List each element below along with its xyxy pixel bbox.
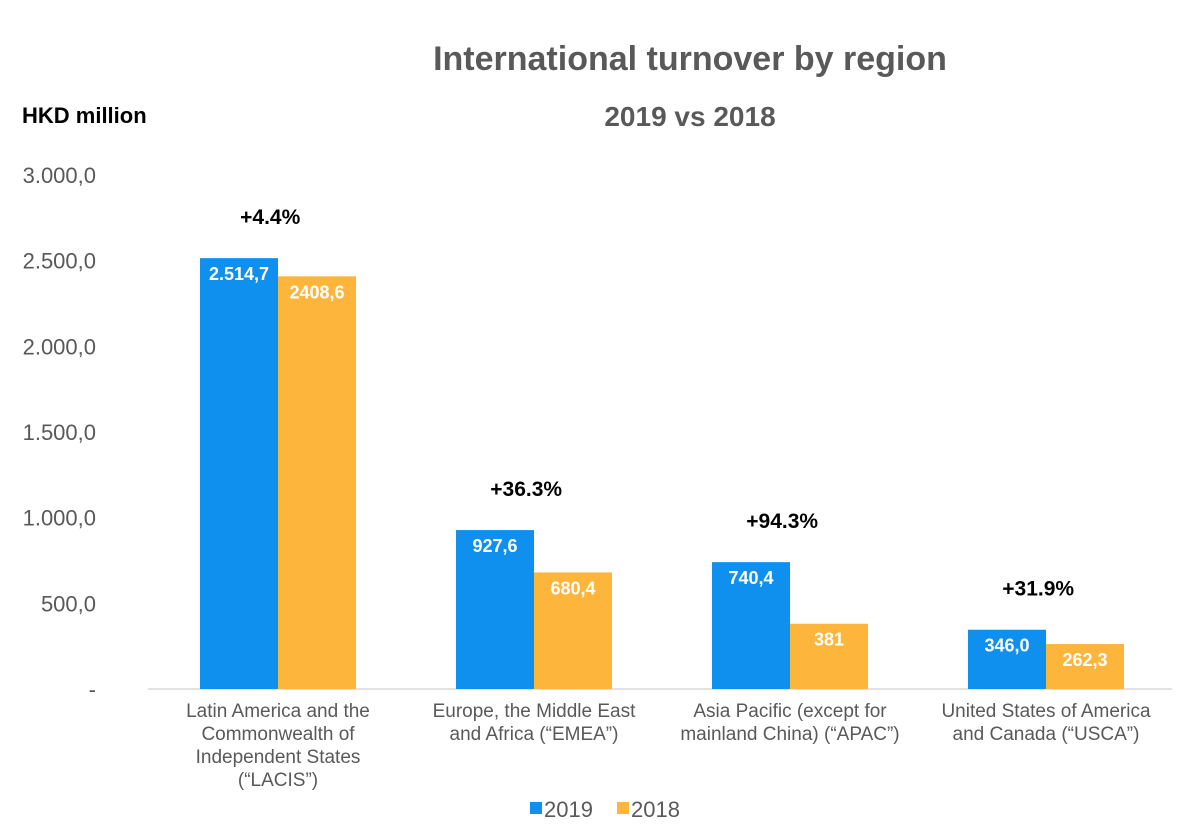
y-tick-label: 2.000,0 bbox=[23, 334, 96, 359]
y-tick-label: 1.500,0 bbox=[23, 420, 96, 445]
y-axis-ticks: - 500,0 1.000,0 1.500,0 2.000,0 2.500,0 3.000,… bbox=[23, 163, 96, 702]
y-tick-label: 1.000,0 bbox=[23, 506, 96, 531]
y-tick-label: 500,0 bbox=[41, 591, 96, 616]
legend-label: 2019 bbox=[544, 797, 593, 822]
growth-annotation: +36.3% bbox=[490, 478, 562, 501]
growth-annotation: +4.4% bbox=[240, 206, 300, 229]
bar-value-label: 2.514,7 bbox=[209, 264, 269, 284]
x-tick-label: Commonwealth of bbox=[201, 724, 355, 745]
bar-value-label: 2408,6 bbox=[289, 282, 344, 302]
bar-value-label: 262,3 bbox=[1062, 650, 1107, 670]
bar-2018-2 bbox=[790, 623, 868, 689]
x-tick-label: Independent States bbox=[196, 747, 361, 768]
y-tick-label: 3.000,0 bbox=[23, 163, 96, 188]
chart-subtitle: 2019 vs 2018 bbox=[604, 101, 775, 132]
bar-value-label: 927,6 bbox=[472, 536, 517, 556]
bar-2019-3 bbox=[968, 629, 1046, 689]
bar-value-label: 346,0 bbox=[984, 636, 1029, 656]
bar-value-label: 740,4 bbox=[728, 568, 773, 588]
x-tick-label: Asia Pacific (except for bbox=[693, 701, 887, 722]
y-tick-label: - bbox=[89, 677, 96, 702]
growth-annotation: +31.9% bbox=[1002, 578, 1074, 601]
y-axis-unit-label: HKD million bbox=[22, 103, 147, 128]
bar-2018-0 bbox=[278, 276, 356, 689]
bar-value-label: 680,4 bbox=[550, 578, 595, 598]
x-tick-label: and Canada (“USCA”) bbox=[953, 724, 1140, 745]
x-tick-label: Latin America and the bbox=[186, 701, 370, 722]
chart-title: International turnover by region bbox=[433, 40, 947, 78]
legend-swatch-2019 bbox=[530, 802, 542, 814]
bar-2019-0 bbox=[200, 258, 278, 689]
legend: 2019 2018 bbox=[530, 797, 680, 822]
bars-group: 2.514,7 2408,6 +4.4% 927,6 680,4 +36.3% 740,4 3… bbox=[200, 206, 1124, 689]
y-tick-label: 2.500,0 bbox=[23, 249, 96, 274]
bar-2019-2 bbox=[712, 562, 790, 689]
x-tick-label: Europe, the Middle East bbox=[433, 701, 637, 722]
growth-annotation: +94.3% bbox=[746, 510, 818, 533]
x-tick-label: United States of America bbox=[941, 701, 1151, 722]
legend-swatch-2018 bbox=[617, 802, 629, 814]
bar-2018-1 bbox=[534, 572, 612, 689]
bar-2019-1 bbox=[456, 530, 534, 689]
x-tick-label: and Africa (“EMEA”) bbox=[450, 724, 619, 745]
bar-value-label: 381 bbox=[814, 630, 844, 650]
x-tick-label: (“LACIS”) bbox=[238, 770, 318, 791]
x-tick-label: mainland China) (“APAC”) bbox=[680, 724, 899, 745]
bar-2018-3 bbox=[1046, 644, 1124, 689]
legend-label: 2018 bbox=[631, 797, 680, 822]
